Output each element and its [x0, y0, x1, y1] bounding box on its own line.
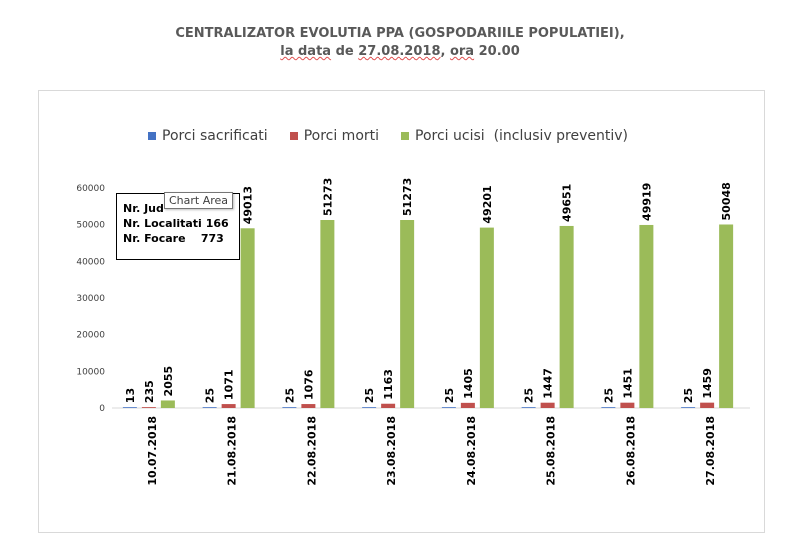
bar-morti	[301, 404, 316, 408]
data-label: 25	[363, 388, 376, 403]
data-label: 50048	[720, 182, 733, 220]
bar-ucisi	[400, 219, 415, 408]
bar-morti	[700, 402, 715, 408]
info-line-judete: Nr. Jud	[123, 202, 164, 215]
bar-ucisi	[559, 225, 574, 408]
legend-swatch-green	[401, 132, 410, 140]
x-tick-label: 26.08.2018	[624, 416, 637, 486]
data-label: 49013	[242, 186, 255, 224]
y-tick-label: 10000	[76, 367, 105, 377]
bar-sacrificati	[362, 407, 377, 408]
bar-ucisi	[719, 224, 734, 408]
legend-label-sacrificati: Porci sacrificati	[162, 128, 268, 144]
data-label: 25	[443, 388, 456, 403]
chart-title-line1: CENTRALIZATOR EVOLUTIA PPA (GOSPODARIILE…	[175, 26, 625, 41]
title-hour-label: ora	[449, 44, 475, 59]
bar-sacrificati	[441, 407, 456, 408]
data-label: 1459	[701, 368, 714, 399]
y-tick-label: 30000	[76, 294, 105, 304]
bar-morti	[141, 407, 156, 408]
data-label: 1163	[382, 369, 395, 400]
data-label: 13	[124, 388, 137, 403]
title-date-label: la data	[280, 44, 332, 59]
bar-morti	[221, 404, 236, 408]
bar-ucisi	[479, 227, 494, 408]
data-label: 51273	[321, 178, 334, 216]
data-label: 49919	[640, 183, 653, 221]
data-label: 1451	[621, 368, 634, 399]
bar-sacrificati	[282, 407, 297, 408]
data-label: 25	[523, 388, 536, 403]
data-label: 2055	[162, 366, 175, 397]
title-comma: ,	[440, 44, 450, 59]
legend-swatch-red	[289, 132, 298, 140]
title-de: de	[331, 44, 359, 59]
data-label: 49201	[481, 185, 494, 223]
data-label: 1076	[302, 369, 315, 400]
data-label: 25	[283, 388, 296, 403]
info-line-focare: Nr. Focare 773	[123, 232, 224, 245]
x-tick-label: 27.08.2018	[704, 416, 717, 486]
bar-sacrificati	[601, 407, 616, 408]
x-tick-label: 10.07.2018	[146, 416, 159, 486]
y-tick-label: 40000	[76, 257, 105, 267]
title-date-value: 27.08.2018	[358, 44, 441, 59]
bar-sacrificati	[122, 407, 137, 408]
chart-area[interactable]	[38, 90, 765, 533]
x-tick-label: 24.08.2018	[465, 416, 478, 486]
bar-ucisi	[320, 219, 335, 408]
data-label: 25	[204, 388, 217, 403]
legend-item-morti: Porci morti	[289, 128, 380, 144]
x-tick-label: 21.08.2018	[226, 416, 239, 486]
y-tick-label: 20000	[76, 331, 105, 341]
data-label: 1447	[542, 368, 555, 399]
data-label: 51273	[401, 178, 414, 216]
chart-legend: Porci sacrificati Porci morti Porci ucis…	[148, 128, 628, 144]
chart-title-line2: la data de 27.08.2018, ora 20.00	[0, 44, 800, 59]
x-tick-label: 22.08.2018	[305, 416, 318, 486]
chart-area-tooltip: Chart Area	[164, 192, 234, 209]
data-label: 1071	[223, 369, 236, 400]
bar-morti	[381, 403, 396, 408]
legend-item-ucisi: Porci ucisi (inclusiv preventiv)	[401, 128, 628, 144]
y-tick-label: 60000	[76, 184, 105, 194]
data-label: 49651	[561, 184, 574, 222]
bar-sacrificati	[202, 407, 217, 408]
legend-item-sacrificati: Porci sacrificati	[148, 128, 268, 144]
bar-morti	[540, 402, 555, 408]
legend-label-ucisi: Porci ucisi (inclusiv preventiv)	[415, 128, 629, 144]
bar-morti	[620, 402, 635, 408]
bar-morti	[460, 402, 475, 408]
legend-label-morti: Porci morti	[303, 128, 380, 144]
data-label: 25	[682, 388, 695, 403]
bar-ucisi	[240, 228, 255, 408]
x-tick-label: 23.08.2018	[385, 416, 398, 486]
title-hour-value: 20.00	[474, 44, 520, 59]
legend-swatch-blue	[148, 132, 156, 140]
bar-ucisi	[639, 224, 654, 408]
bar-sacrificati	[681, 407, 696, 408]
info-line-localitati: Nr. Localitati 166	[123, 217, 229, 230]
data-label: 235	[143, 380, 156, 403]
x-tick-label: 25.08.2018	[545, 416, 558, 486]
bar-ucisi	[160, 400, 175, 408]
y-tick-label: 50000	[76, 221, 105, 231]
data-label: 25	[602, 388, 615, 403]
data-label: 1405	[462, 368, 475, 399]
bar-sacrificati	[521, 407, 536, 408]
y-tick-label: 0	[99, 404, 105, 414]
